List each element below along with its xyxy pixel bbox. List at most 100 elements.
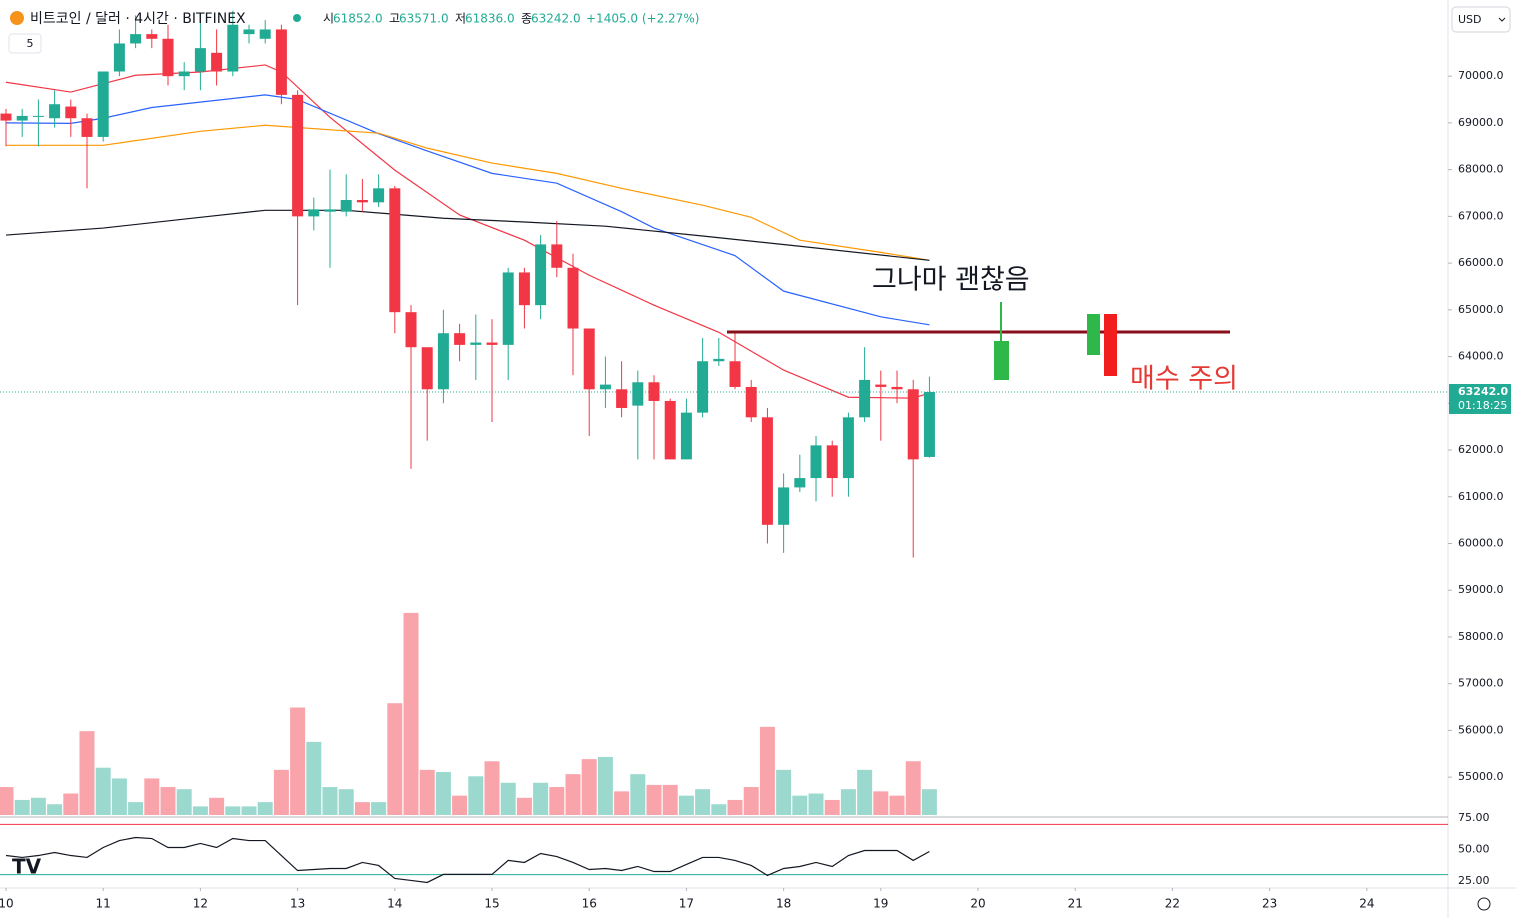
candle-body — [389, 188, 401, 313]
ohlc-value: 61852.0 — [333, 12, 383, 26]
volume-bar — [743, 787, 759, 815]
candle-body — [632, 382, 644, 406]
candle-body — [16, 115, 28, 121]
candle-body — [713, 358, 725, 362]
volume-bar — [711, 804, 727, 815]
y-tick-label: 58000.0 — [1458, 630, 1504, 643]
volume-bar — [776, 769, 792, 815]
volume-bar — [727, 799, 743, 815]
volume-bar — [614, 791, 630, 815]
x-tick-label: 13 — [290, 897, 305, 911]
candle-body — [778, 487, 790, 525]
candle-body — [437, 333, 449, 390]
coin-icon — [10, 11, 24, 25]
volume-bar — [889, 795, 905, 815]
status-dot — [293, 14, 301, 22]
y-tick-label: 69000.0 — [1458, 116, 1504, 129]
y-tick-label: 55000.0 — [1458, 770, 1504, 783]
candle-body — [680, 412, 692, 460]
symbol-title[interactable]: 비트코인 / 달러 · 4시간 · BITFINEX — [30, 11, 246, 27]
candle-body — [567, 267, 579, 329]
candle-body — [745, 386, 757, 418]
volume-bar — [306, 741, 322, 815]
candle-body — [583, 328, 595, 390]
volume-bar — [371, 802, 387, 815]
volume-bar — [565, 774, 581, 815]
volume-bar — [0, 787, 14, 815]
rsi-line — [5, 836, 930, 884]
candle-body — [616, 389, 628, 408]
interval-button[interactable] — [8, 33, 42, 54]
moving-average — [5, 124, 930, 261]
volume-bar — [581, 759, 597, 815]
y-tick-label: 70000.0 — [1458, 69, 1504, 82]
currency-select[interactable] — [1451, 6, 1511, 33]
candle-body — [65, 106, 77, 119]
drawn-candle — [994, 341, 1009, 380]
volume-bar — [322, 787, 338, 815]
volume-bar — [549, 787, 565, 815]
candle-body — [648, 382, 660, 401]
candle-body — [81, 118, 93, 137]
volume-bar — [500, 782, 516, 815]
candle-body — [49, 104, 61, 119]
candle-body — [875, 384, 887, 387]
candle-body — [421, 347, 433, 390]
ohlc-label: 고 — [389, 12, 400, 26]
candle-body — [373, 188, 385, 203]
candle-body — [599, 384, 611, 390]
x-tick-label: 11 — [96, 897, 111, 911]
x-tick-label: 10 — [0, 897, 14, 911]
volume-bar — [695, 789, 711, 815]
candle-body — [502, 272, 514, 345]
volume-bar — [14, 799, 30, 815]
candle-body — [178, 71, 190, 77]
x-tick-label: 24 — [1359, 897, 1374, 911]
candle-body — [0, 113, 12, 121]
candle-body — [259, 29, 271, 39]
volume-bar — [419, 769, 435, 815]
candle-body — [211, 52, 223, 72]
volume-bar — [905, 761, 921, 815]
x-tick-label: 12 — [193, 897, 208, 911]
y-tick-label: 59000.0 — [1458, 583, 1504, 596]
candle-body — [794, 478, 806, 488]
volume-bar — [338, 789, 354, 815]
volume-bar — [176, 789, 192, 815]
candle-body — [308, 209, 320, 217]
volume-bar — [160, 787, 176, 815]
candle-body — [535, 244, 547, 306]
volume-bar — [290, 707, 306, 815]
logo[interactable]: TV — [12, 855, 42, 879]
volume-bar — [452, 795, 468, 815]
volume-bar — [484, 761, 500, 815]
x-tick-label: 19 — [873, 897, 888, 911]
x-tick-label: 18 — [776, 897, 791, 911]
ohlc-value: 63242.0 — [531, 12, 581, 26]
currency-label[interactable]: USD — [1458, 13, 1482, 26]
volume-bar — [435, 772, 451, 815]
volume-bar — [30, 797, 46, 815]
volume-bar — [111, 778, 127, 815]
volume-bar — [47, 804, 63, 815]
x-tick-label: 14 — [387, 897, 402, 911]
volume-bar — [857, 769, 873, 815]
volume-bar — [241, 806, 257, 815]
volume-bar — [79, 731, 95, 815]
candle-body — [292, 94, 304, 217]
y-tick-label: 62000.0 — [1458, 443, 1504, 456]
rsi-tick-label: 75.00 — [1458, 811, 1490, 824]
volume-bar — [630, 774, 646, 815]
y-tick-label: 56000.0 — [1458, 723, 1504, 736]
candle-body — [551, 244, 563, 268]
interval-button-label[interactable]: 5 — [27, 37, 34, 50]
rsi-tick-label: 50.00 — [1458, 842, 1490, 855]
settings-icon[interactable] — [1477, 897, 1491, 911]
candle-body — [32, 115, 44, 117]
candle-body — [162, 38, 174, 77]
candle-body — [324, 209, 336, 212]
volume-bar — [387, 703, 403, 815]
candle-body — [907, 389, 919, 460]
